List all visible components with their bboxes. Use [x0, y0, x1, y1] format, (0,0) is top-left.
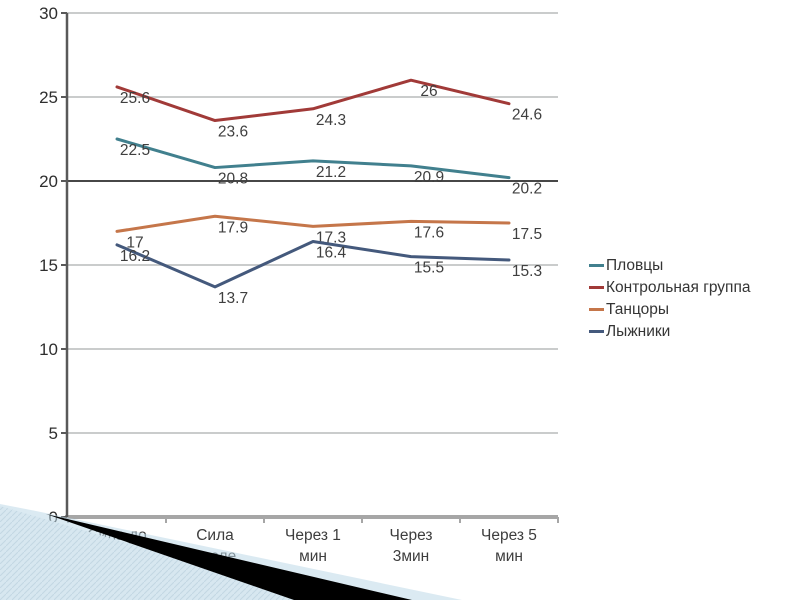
x-axis-label-1: после — [194, 548, 236, 565]
data-label: 16.2 — [120, 248, 150, 265]
x-axis-label-4: Через 5 — [481, 527, 537, 544]
y-axis-label-20: 20 — [39, 172, 58, 191]
data-label: 17.5 — [512, 226, 542, 243]
series-line-0 — [115, 137, 511, 180]
data-label: 24.3 — [316, 112, 346, 129]
x-axis-label-2: мин — [299, 548, 327, 565]
x-axis-label-4: мин — [495, 548, 523, 565]
series-line-3 — [115, 239, 511, 289]
y-axis-label-30: 30 — [39, 4, 58, 23]
data-label: 26 — [420, 83, 437, 100]
data-label: 23.6 — [218, 124, 248, 141]
legend-item: Лыжники — [589, 322, 750, 341]
x-axis-label-3: Через — [390, 527, 433, 544]
legend-label: Лыжники — [606, 323, 671, 340]
legend-label: Пловцы — [606, 257, 664, 274]
legend-swatch — [589, 308, 604, 311]
legend-swatch — [589, 330, 604, 333]
series-line-1 — [115, 78, 511, 123]
data-label: 25.6 — [120, 90, 150, 107]
data-label: 20.8 — [218, 171, 248, 188]
chart-legend: Пловцы Контрольная группа Танцоры Лыжник… — [589, 256, 750, 341]
y-axis-label-0: 0 — [49, 508, 58, 527]
x-axis-label-0: Сила до — [87, 527, 147, 544]
x-axis-label-3: 3мин — [393, 548, 430, 565]
data-label: 17.9 — [218, 219, 248, 236]
legend-label: Контрольная группа — [606, 279, 751, 296]
series-line-2 — [115, 214, 511, 233]
y-axis-label-10: 10 — [39, 340, 58, 359]
legend-swatch — [589, 286, 604, 289]
legend-label: Танцоры — [606, 301, 670, 318]
legend-item: Танцоры — [589, 300, 750, 319]
data-label: 21.2 — [316, 164, 346, 181]
data-label: 16.4 — [316, 244, 347, 261]
data-label: 13.7 — [218, 290, 248, 307]
data-label: 22.5 — [120, 142, 150, 159]
data-label: 15.3 — [512, 263, 542, 280]
data-label: 20.2 — [512, 181, 542, 198]
x-axis-label-1: Сила — [196, 527, 234, 544]
x-axis-label-2: Через 1 — [285, 527, 341, 544]
y-axis-label-15: 15 — [39, 256, 58, 275]
legend-item: Пловцы — [589, 256, 750, 275]
data-label: 15.5 — [414, 260, 444, 277]
data-label: 17.6 — [414, 224, 444, 241]
legend-item: Контрольная группа — [589, 278, 750, 297]
legend-swatch — [589, 264, 604, 267]
data-label: 20.9 — [414, 169, 444, 186]
data-label: 17 — [126, 234, 143, 251]
y-axis-label-5: 5 — [49, 424, 58, 443]
y-axis-label-25: 25 — [39, 88, 58, 107]
data-label: 24.6 — [512, 107, 542, 124]
